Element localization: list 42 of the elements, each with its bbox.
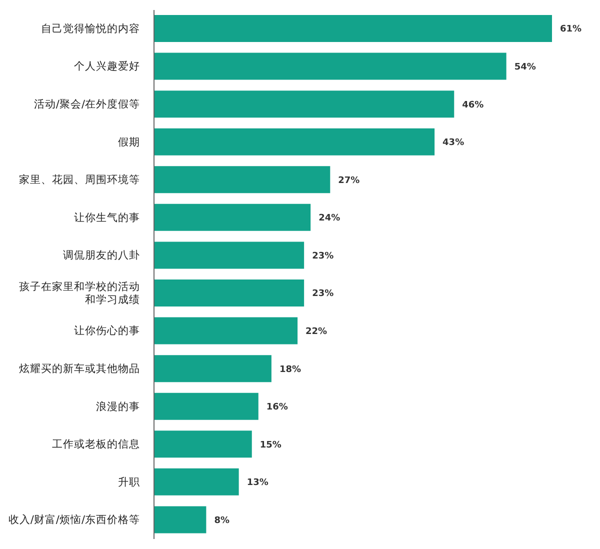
- data-label: 23%: [312, 251, 334, 262]
- bar: [154, 392, 258, 420]
- data-label: 16%: [266, 402, 288, 413]
- data-label: 24%: [318, 214, 340, 224]
- data-label: 61%: [560, 24, 582, 35]
- y-tick-label: 浪漫的事: [96, 400, 140, 413]
- data-label: 8%: [214, 516, 230, 526]
- data-label: 27%: [338, 176, 360, 186]
- y-tick-label: 自己觉得愉悦的内容: [41, 22, 140, 35]
- y-tick-label: 个人兴趣爱好: [74, 60, 140, 73]
- data-label: 13%: [246, 478, 268, 488]
- data-label: 54%: [514, 62, 536, 72]
- bar: [154, 52, 506, 80]
- data-label: 23%: [312, 289, 334, 300]
- bar: [154, 242, 304, 269]
- y-tick-label: 活动/聚会/在外度假等: [34, 97, 140, 110]
- y-tick-label: 调侃朋友的八卦: [63, 248, 140, 262]
- data-label: 22%: [306, 326, 328, 337]
- y-tick-label: 升职: [118, 475, 140, 488]
- y-tick-label: 让你生气的事: [74, 210, 140, 224]
- bar: [154, 355, 272, 382]
- y-tick-label: 孩子在家里和学校的活动和学习成绩: [19, 280, 140, 306]
- y-tick-label: 假期: [118, 136, 140, 148]
- y-tick-label: 家里、花园、周围环境等: [19, 173, 140, 186]
- bar: [154, 166, 330, 194]
- y-tick-label: 工作或老板的信息: [52, 438, 140, 451]
- data-label: 18%: [279, 364, 301, 375]
- bar: [154, 506, 206, 534]
- data-label: 46%: [462, 100, 484, 110]
- y-tick-label: 收入/财富/烦恼/东西价格等: [8, 513, 140, 526]
- bar: [154, 128, 435, 156]
- y-tick-label: 让你伤心的事: [74, 324, 140, 338]
- bar: [154, 15, 552, 42]
- bar: [154, 280, 304, 306]
- y-tick-label: 炫耀买的新车或其他物品: [19, 362, 140, 375]
- bar: [154, 430, 252, 458]
- bar: [154, 204, 311, 231]
- data-label: 43%: [442, 138, 464, 148]
- bar: [154, 317, 298, 344]
- bar: [154, 90, 454, 118]
- bar: [154, 468, 239, 496]
- data-label: 15%: [260, 440, 282, 450]
